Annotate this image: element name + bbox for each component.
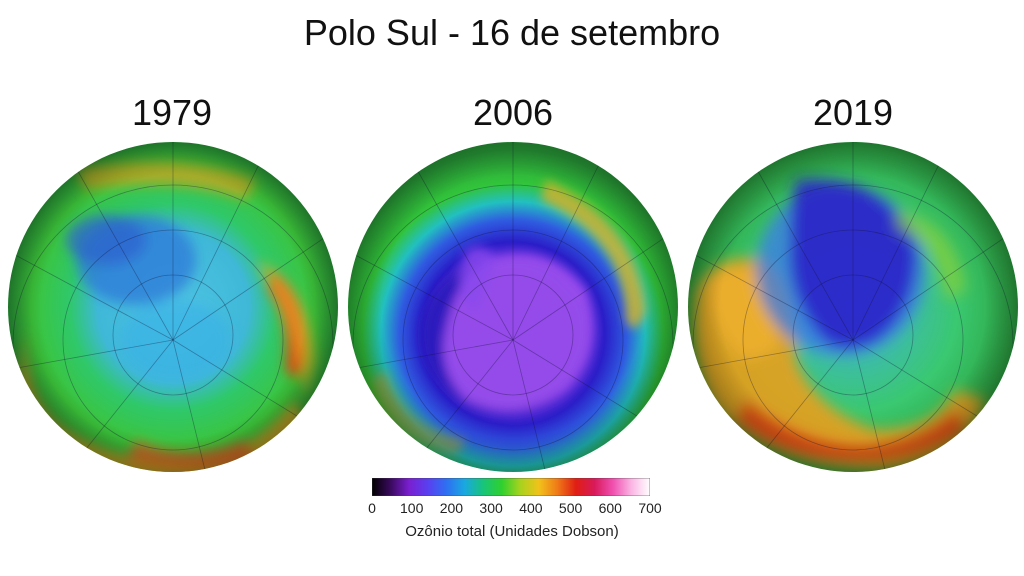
ozone-map-2006 <box>346 140 680 474</box>
page-title: Polo Sul - 16 de setembro <box>303 12 721 53</box>
colorbar-tick: 400 <box>519 500 543 516</box>
colorbar-tick: 500 <box>558 500 583 516</box>
colorbar-tick: 700 <box>638 500 662 516</box>
ozone-map-1979 <box>6 140 340 474</box>
colorbar-tick: 300 <box>479 500 503 516</box>
year-label-2019: 2019 <box>812 92 894 133</box>
ozone-map-2019 <box>686 140 1020 474</box>
colorbar-label: Ozônio total (Unidades Dobson) <box>405 523 619 540</box>
colorbar-tick: 200 <box>439 500 464 516</box>
year-label-1979: 1979 <box>131 92 213 133</box>
colorbar-tick: 100 <box>400 500 424 516</box>
ozone-colorbar <box>371 477 651 497</box>
colorbar-tick: 600 <box>598 500 622 516</box>
colorbar-tick: 0 <box>368 500 376 516</box>
year-label-2006: 2006 <box>472 92 554 133</box>
colorbar-tick-labels: 0 100 200 300 400 500 600 700 <box>362 500 662 518</box>
